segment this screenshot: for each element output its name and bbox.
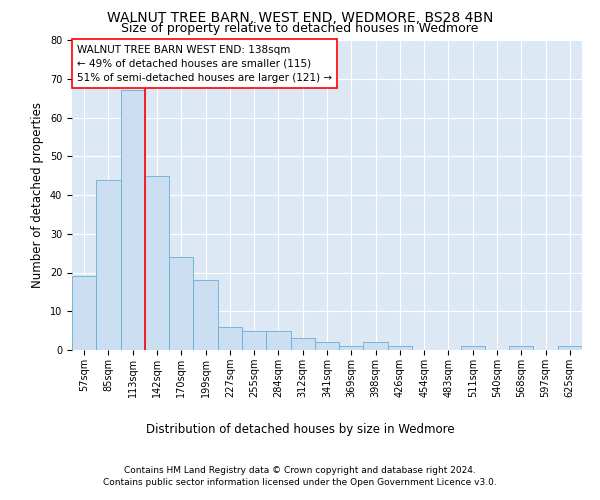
Bar (145, 176, 169, 350)
Text: Contains HM Land Registry data © Crown copyright and database right 2024.: Contains HM Land Registry data © Crown c… (124, 466, 476, 475)
Bar (339, 346, 364, 350)
Bar (364, 342, 388, 350)
Bar (388, 346, 412, 350)
Bar (169, 257, 193, 350)
Bar (242, 330, 266, 350)
Bar (461, 346, 485, 350)
Text: WALNUT TREE BARN WEST END: 138sqm
← 49% of detached houses are smaller (115)
51%: WALNUT TREE BARN WEST END: 138sqm ← 49% … (77, 44, 332, 82)
Bar (193, 280, 218, 350)
Bar (96, 180, 121, 350)
Bar (72, 276, 96, 350)
Bar (558, 346, 582, 350)
Y-axis label: Number of detached properties: Number of detached properties (31, 102, 44, 288)
Bar (290, 338, 315, 350)
Text: Distribution of detached houses by size in Wedmore: Distribution of detached houses by size … (146, 422, 454, 436)
Text: WALNUT TREE BARN, WEST END, WEDMORE, BS28 4BN: WALNUT TREE BARN, WEST END, WEDMORE, BS2… (107, 11, 493, 25)
Bar (509, 346, 533, 350)
Text: Size of property relative to detached houses in Wedmore: Size of property relative to detached ho… (121, 22, 479, 35)
Text: Contains public sector information licensed under the Open Government Licence v3: Contains public sector information licen… (103, 478, 497, 487)
Bar (315, 342, 339, 350)
Bar (266, 330, 290, 350)
Bar (218, 327, 242, 350)
Bar (121, 90, 145, 350)
